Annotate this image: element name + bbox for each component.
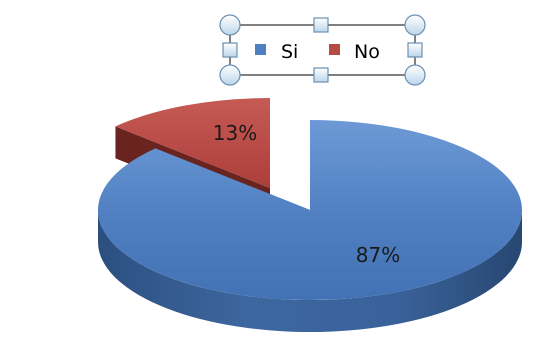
legend[interactable]: Si No (219, 14, 426, 86)
legend-resize-handle-bottom-left[interactable] (219, 64, 241, 86)
legend-resize-handle-bottom-right[interactable] (404, 64, 426, 86)
pie-slice-side-si (98, 210, 522, 332)
legend-swatch-si (255, 44, 266, 55)
data-label-no: 13% (213, 121, 257, 145)
data-label-si: 87% (356, 243, 400, 267)
pie-slice-si (98, 120, 523, 332)
legend-label-si: Si (281, 41, 298, 63)
pie-slice-top-no (115, 98, 270, 188)
legend-swatch-no (329, 44, 340, 55)
legend-resize-handle-top[interactable] (313, 17, 329, 33)
legend-label-no: No (354, 41, 380, 63)
legend-resize-handle-left[interactable] (222, 42, 238, 58)
pie-slices (98, 98, 523, 332)
legend-resize-handle-top-left[interactable] (219, 14, 241, 36)
legend-resize-handle-right[interactable] (407, 42, 423, 58)
legend-resize-handle-bottom[interactable] (313, 67, 329, 83)
legend-resize-handle-top-right[interactable] (404, 14, 426, 36)
pie-slice-top-si (98, 120, 523, 300)
